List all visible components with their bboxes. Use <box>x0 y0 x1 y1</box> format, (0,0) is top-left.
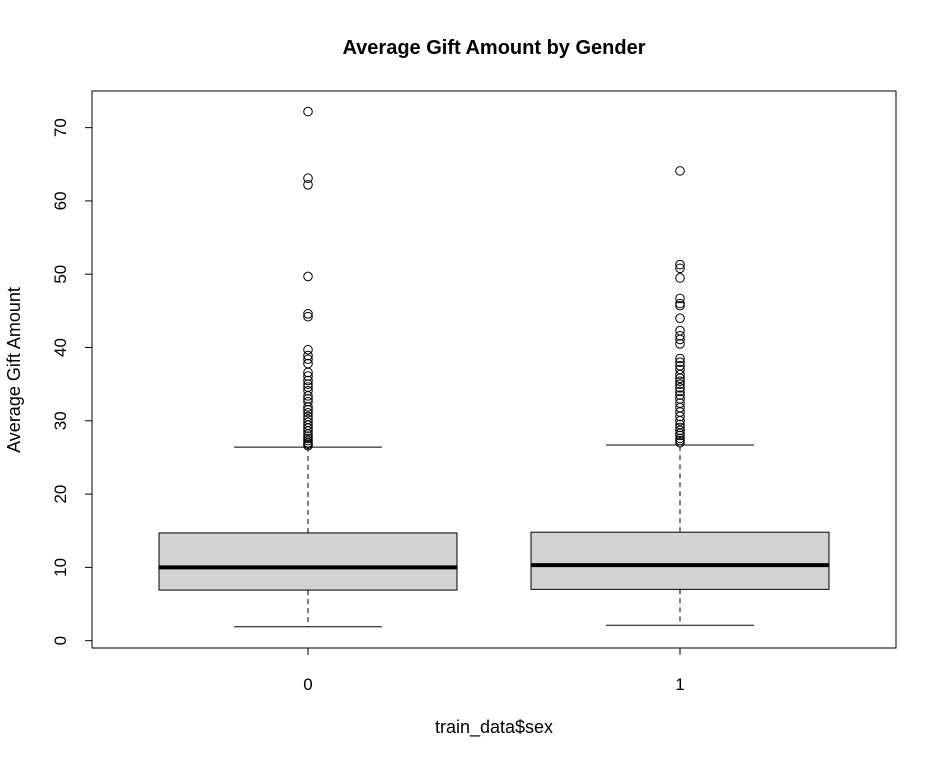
outlier-point <box>303 391 313 401</box>
x-tick-label: 0 <box>303 675 312 694</box>
outlier-point <box>675 390 685 400</box>
outlier-point <box>675 433 685 444</box>
outlier-point <box>303 350 313 361</box>
outlier-point <box>303 180 313 190</box>
outlier-point <box>675 259 685 270</box>
y-axis: 0 10 20 30 40 50 60 70 <box>51 118 93 645</box>
y-tick-label: 0 <box>51 636 70 645</box>
outlier-point <box>675 300 685 311</box>
outlier-point <box>303 354 313 365</box>
outlier-point <box>303 371 313 381</box>
outlier-point <box>303 173 313 184</box>
outlier-point <box>675 416 685 426</box>
outlier-point <box>303 405 313 415</box>
outlier-point <box>303 271 313 282</box>
outlier-point <box>303 433 313 444</box>
outlier-point <box>303 309 313 319</box>
outlier-point <box>303 407 313 418</box>
outlier-point <box>675 357 685 367</box>
outlier-point <box>303 367 313 378</box>
outlier-point <box>303 423 313 433</box>
outlier-point <box>675 325 685 336</box>
outlier-point <box>303 344 313 355</box>
outlier-point <box>675 376 685 387</box>
outlier-point <box>303 375 313 386</box>
outlier-point <box>675 425 685 436</box>
outlier-point <box>675 437 685 448</box>
outlier-point <box>303 431 313 441</box>
y-tick-label: 10 <box>51 558 70 577</box>
box-group <box>158 106 830 628</box>
y-tick-label: 40 <box>51 338 70 357</box>
outlier-point <box>675 298 685 309</box>
y-tick-label: 20 <box>51 485 70 504</box>
outlier-point <box>303 440 313 451</box>
outlier-point <box>303 402 313 412</box>
outlier-point <box>675 263 685 274</box>
iqr-box <box>530 531 830 590</box>
outlier-point <box>675 166 685 176</box>
outlier-point <box>675 422 685 433</box>
outlier-point <box>675 369 685 380</box>
outlier-point <box>303 394 313 404</box>
y-tick-label: 50 <box>51 265 70 284</box>
y-tick-label: 70 <box>51 118 70 137</box>
x-axis-label: train_data$sex <box>435 717 553 738</box>
outlier-point <box>675 435 685 446</box>
outlier-point <box>303 396 313 407</box>
outlier-point <box>303 106 313 117</box>
y-axis-label: Average Gift Amount <box>4 287 24 453</box>
outlier-point <box>675 293 685 304</box>
outlier-point <box>303 385 313 396</box>
outlier-point <box>675 353 685 364</box>
outlier-point <box>675 313 685 323</box>
y-tick-label: 60 <box>51 191 70 210</box>
outlier-point <box>303 311 313 322</box>
outlier-point <box>675 428 685 439</box>
outlier-point <box>675 379 685 389</box>
y-tick-label: 30 <box>51 411 70 430</box>
outlier-point <box>303 379 313 389</box>
outlier-point <box>303 426 313 436</box>
outlier-point <box>675 430 685 441</box>
iqr-box <box>158 532 458 591</box>
outlier-point <box>303 435 313 446</box>
box-series-0 <box>158 106 458 628</box>
outlier-point <box>675 339 685 349</box>
outlier-point <box>675 330 685 341</box>
chart-title: Average Gift Amount by Gender <box>342 37 645 59</box>
x-tick-label: 1 <box>675 675 684 694</box>
outlier-point <box>675 334 685 345</box>
outlier-point <box>675 373 685 384</box>
outlier-point <box>675 411 685 422</box>
outlier-point <box>675 386 685 397</box>
outlier-point <box>675 273 685 283</box>
box-series-1 <box>530 166 830 626</box>
outlier-point <box>675 383 685 393</box>
